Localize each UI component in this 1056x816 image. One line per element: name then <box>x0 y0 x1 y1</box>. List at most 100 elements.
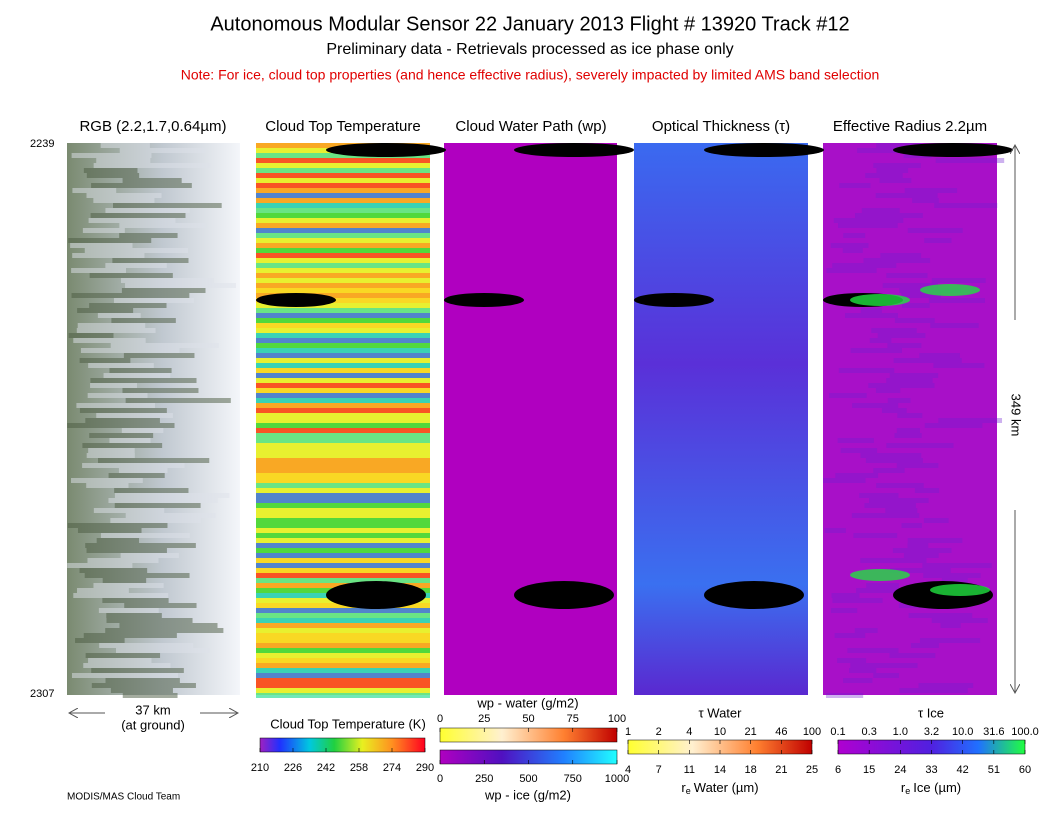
texture <box>901 523 922 528</box>
texture <box>876 168 909 173</box>
texture <box>85 418 160 423</box>
texture <box>72 253 145 258</box>
texture <box>77 323 146 328</box>
texture <box>892 548 952 553</box>
colorbar-tick-label: 4 <box>686 726 692 738</box>
texture <box>256 353 430 358</box>
colorbar-tick-label: 24 <box>894 764 906 776</box>
cloud-gap <box>326 581 426 609</box>
texture <box>256 548 430 553</box>
texture <box>76 588 129 593</box>
texture <box>256 163 430 168</box>
texture <box>896 463 939 468</box>
texture <box>256 498 430 503</box>
texture <box>918 683 974 688</box>
water-path-image <box>444 143 617 695</box>
texture <box>91 668 184 673</box>
texture <box>850 663 918 668</box>
texture <box>67 423 175 428</box>
texture <box>897 413 923 418</box>
label: Ice (µm) <box>913 780 961 795</box>
texture <box>856 588 901 593</box>
texture <box>105 678 180 683</box>
colorbar-tick-label: 0 <box>437 773 443 785</box>
texture <box>896 428 921 433</box>
texture <box>256 208 430 213</box>
texture <box>869 498 929 503</box>
texture <box>873 468 905 473</box>
colorbar-tick-label: 14 <box>714 764 726 776</box>
texture <box>70 243 133 248</box>
texture <box>923 573 981 578</box>
texture <box>256 423 430 428</box>
texture <box>67 523 168 528</box>
colorbar-title: τ Ice <box>918 705 944 720</box>
texture <box>109 368 172 373</box>
texture <box>880 253 922 258</box>
colorbar-tick-label: 50 <box>522 713 534 725</box>
texture <box>256 173 430 178</box>
texture <box>83 663 171 668</box>
texture <box>869 338 892 343</box>
texture <box>857 148 917 153</box>
texture <box>907 538 963 543</box>
texture <box>82 463 185 468</box>
colorbar-tick-label: 21 <box>775 764 787 776</box>
texture <box>882 283 938 288</box>
texture <box>850 348 902 353</box>
texture <box>112 258 189 263</box>
texture <box>113 298 195 303</box>
texture <box>256 538 430 543</box>
colorbar-title: wp - water (g/m2) <box>476 695 578 710</box>
texture <box>71 293 190 298</box>
texture <box>852 403 899 408</box>
texture <box>256 488 430 493</box>
colorbar-title: wp - ice (g/m2) <box>484 787 571 802</box>
texture <box>256 658 430 663</box>
texture <box>122 388 199 393</box>
texture <box>256 458 430 463</box>
texture <box>256 363 430 368</box>
texture <box>98 608 159 613</box>
texture <box>125 398 231 403</box>
texture <box>256 193 430 198</box>
colorbar-tick-label: 242 <box>317 762 335 774</box>
texture <box>881 408 907 413</box>
texture <box>876 483 924 488</box>
texture <box>256 408 430 413</box>
texture <box>108 473 165 478</box>
texture <box>873 163 921 168</box>
texture <box>256 283 430 288</box>
texture <box>97 458 210 463</box>
texture <box>922 563 992 568</box>
colorbar-tick-label: 100.0 <box>1011 726 1039 738</box>
texture <box>256 198 430 203</box>
texture <box>102 598 169 603</box>
texture <box>865 173 903 178</box>
texture <box>100 143 150 148</box>
texture <box>109 438 151 443</box>
texture <box>256 508 430 513</box>
texture <box>256 238 430 243</box>
texture <box>851 513 920 518</box>
colorbar-tick-label: 51 <box>988 764 1000 776</box>
texture <box>105 208 190 213</box>
texture <box>256 518 430 523</box>
texture <box>91 183 192 188</box>
texture <box>837 658 867 663</box>
texture <box>86 453 135 458</box>
cross-track-distance: 37 km <box>135 702 170 717</box>
texture <box>256 383 430 388</box>
texture <box>256 448 430 453</box>
texture <box>93 583 164 588</box>
texture <box>835 473 879 478</box>
texture <box>256 153 430 158</box>
cloud-gap <box>634 293 714 307</box>
texture <box>879 178 912 183</box>
cloud-gap <box>444 293 524 307</box>
texture <box>93 198 155 203</box>
texture <box>256 638 430 643</box>
texture <box>256 483 430 488</box>
colorbar-tick-label: 1 <box>625 726 631 738</box>
